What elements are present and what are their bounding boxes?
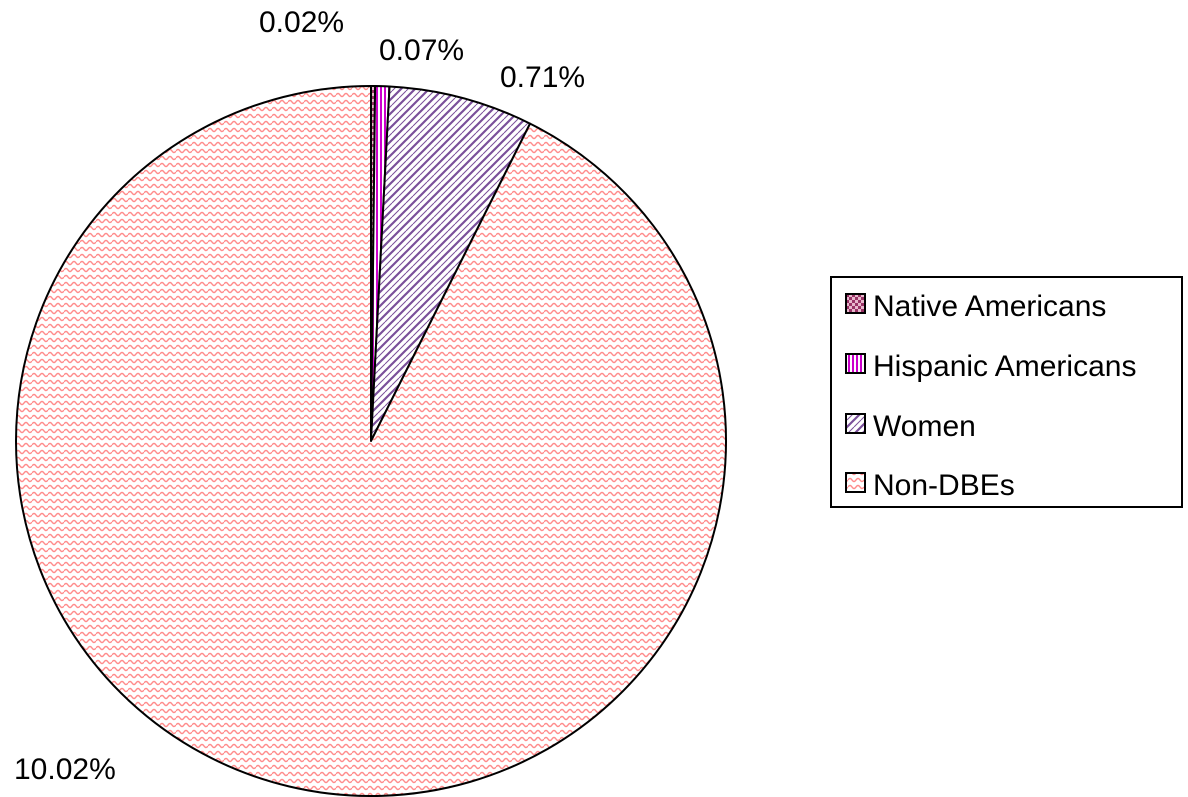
label-hispanic-americans: 0.07% <box>379 34 464 67</box>
legend-label-nondbe: Non-DBEs <box>873 469 1015 502</box>
pie-labels: 0.02% 0.07% 0.71% 10.02% <box>14 6 585 786</box>
slice-non-dbes <box>15 85 728 797</box>
legend: Native Americans Hispanic Americans Wome… <box>830 276 1183 508</box>
slice-women <box>370 85 532 442</box>
legend-swatch-women <box>845 413 866 434</box>
label-women: 0.71% <box>500 61 585 94</box>
label-non-dbes: 10.02% <box>14 753 116 786</box>
legend-swatch-native <box>845 293 866 314</box>
label-native-americans: 0.02% <box>259 6 344 39</box>
legend-label-hispanic: Hispanic Americans <box>873 350 1136 383</box>
legend-swatch-nondbe <box>845 472 866 493</box>
pie-slices <box>15 84 728 797</box>
legend-label-women: Women <box>873 410 976 443</box>
legend-label-native: Native Americans <box>873 290 1106 323</box>
legend-swatch-hispanic <box>845 353 866 374</box>
legend-border <box>830 276 1183 508</box>
